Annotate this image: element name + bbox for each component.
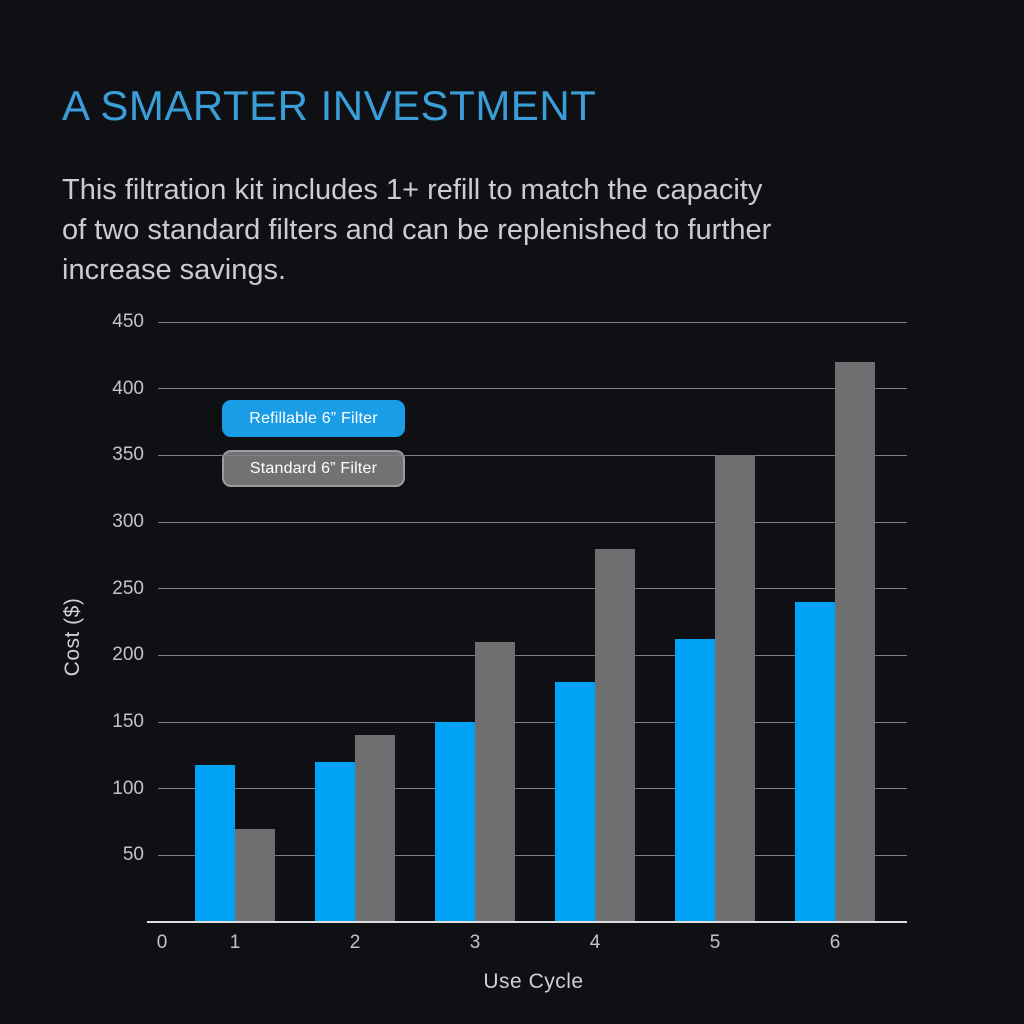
bar-standard-cycle-5: [715, 455, 755, 922]
gridline-250: [158, 588, 907, 590]
y-tick-label-350: 350: [112, 444, 144, 466]
bar-refillable-cycle-5: [675, 639, 715, 922]
gridline-50: [158, 854, 907, 856]
bar-refillable-cycle-2: [315, 762, 355, 922]
bar-standard-cycle-2: [355, 735, 395, 922]
y-tick-label-150: 150: [112, 711, 144, 732]
description: This filtration kit includes 1+ refill t…: [62, 170, 771, 290]
gridline-300: [158, 521, 907, 523]
bar-refillable-cycle-1: [195, 764, 235, 922]
plot-area: Refillable 6” Filter Standard 6” Filter 5…: [112, 312, 907, 953]
description-line: of two standard filters and can be reple…: [62, 214, 772, 246]
gridline-450: [158, 321, 907, 323]
chart-legend: Refillable 6” Filter Standard 6” Filter: [222, 400, 405, 487]
x-tick-label-4: 4: [589, 932, 601, 953]
gridline-150: [158, 721, 907, 723]
y-axis-title: Cost ($): [61, 597, 84, 677]
x-tick-label-2: 2: [349, 932, 361, 953]
bar-refillable-cycle-3: [435, 722, 475, 922]
x-tick-label-0: 0: [156, 932, 168, 953]
y-tick-label-200: 200: [112, 644, 144, 666]
x-axis-title: Use Cycle: [483, 970, 584, 993]
y-tick-label-100: 100: [112, 777, 144, 799]
bar-refillable-cycle-6: [795, 602, 835, 922]
bar-standard-cycle-3: [475, 642, 515, 922]
x-axis-line: [147, 921, 907, 923]
gridline-350: [158, 454, 907, 456]
bar-refillable-cycle-4: [555, 682, 595, 922]
y-tick-label-300: 300: [112, 511, 144, 532]
bar-standard-cycle-4: [595, 548, 635, 922]
bar-standard-cycle-6: [835, 362, 875, 922]
gridline-100: [158, 788, 907, 790]
page-title: A SMARTER INVESTMENT: [62, 82, 597, 129]
legend-item-standard: Standard 6” Filter: [222, 450, 405, 487]
x-tick-label-3: 3: [469, 932, 481, 953]
bar-standard-cycle-1: [235, 828, 275, 922]
x-tick-label-5: 5: [709, 932, 721, 953]
description-line: This filtration kit includes 1+ refill t…: [62, 174, 763, 206]
y-tick-label-400: 400: [112, 377, 144, 399]
gridline-400: [158, 388, 907, 390]
x-tick-label-1: 1: [229, 932, 241, 953]
x-tick-label-6: 6: [829, 932, 841, 953]
y-tick-label-50: 50: [122, 844, 144, 866]
legend-item-refillable: Refillable 6” Filter: [222, 400, 405, 437]
description-line: increase savings.: [62, 254, 287, 286]
y-tick-label-250: 250: [112, 577, 144, 599]
gridline-200: [158, 654, 907, 656]
y-tick-label-450: 450: [112, 311, 144, 332]
